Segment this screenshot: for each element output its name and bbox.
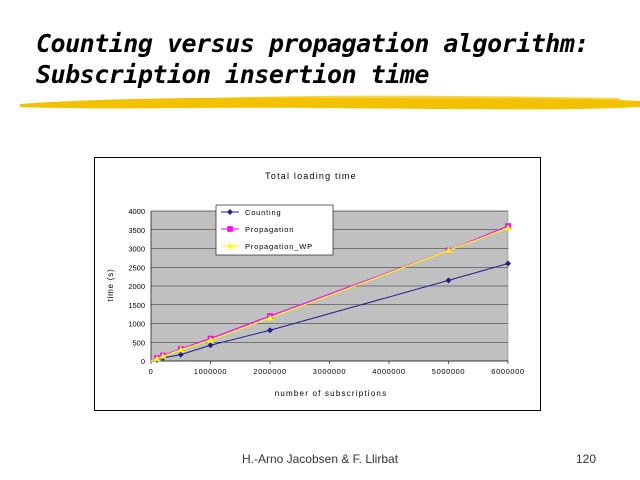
legend-marker-propagation-wp [226, 242, 234, 249]
x-tick-label: 4000000 [372, 367, 405, 376]
legend-label-propagation-wp: Propagation_WP [245, 242, 313, 251]
y-tick-label: 2500 [128, 263, 145, 272]
slide-title: Counting versus propagation algorithm: S… [36, 28, 616, 90]
propagation-wp-point [153, 355, 161, 362]
propagation-wp-point [266, 314, 274, 321]
title-underline-brush [20, 95, 640, 110]
x-tick-label: 5000000 [432, 367, 465, 376]
y-tick-label: 2000 [128, 282, 145, 291]
legend: Counting Propagation Propagation_WP [215, 204, 334, 256]
propagation-wp-point [177, 346, 185, 353]
y-tick-label: 0 [141, 357, 145, 366]
slide-title-line-1: Counting versus propagation algorithm: [36, 29, 589, 58]
x-tick-label: 1000000 [194, 367, 227, 376]
y-tick-label: 500 [132, 338, 145, 347]
counting-point [207, 342, 214, 349]
y-tick-label: 1000 [128, 320, 145, 329]
legend-box [215, 204, 334, 256]
propagation-wp-point [504, 224, 512, 231]
y-tick-label: 3500 [128, 226, 145, 235]
y-tick-label: 3000 [128, 245, 145, 254]
y-tick-label: 4000 [128, 207, 145, 216]
series-propagation-wp [150, 224, 512, 362]
counting-point [505, 260, 511, 267]
legend-label-counting: Counting [245, 208, 281, 217]
chart-title: Total loading time [265, 171, 357, 181]
x-tick-label: 3000000 [313, 367, 346, 376]
propagation-wp-point [207, 336, 214, 343]
x-tick-label: 6000000 [491, 367, 524, 376]
x-tick-label: 0 [149, 367, 154, 376]
x-axis-label: number of subscriptions [275, 389, 388, 398]
legend-label-propagation: Propagation [245, 225, 294, 234]
footer-author: H.-Arno Jacobsen & F. Llirbat [241, 452, 399, 466]
page-number: 120 [575, 452, 596, 466]
chart-container: Total loading time 0 500 1000 1500 2000 2500 3… [94, 157, 541, 411]
legend-marker-counting [227, 209, 233, 215]
counting-point [445, 277, 452, 284]
y-tick-label: 1500 [128, 301, 145, 310]
line-chart: Total loading time 0 500 1000 1500 2000 2500 3… [106, 171, 524, 398]
counting-point [177, 351, 184, 358]
propagation-wp-point [159, 352, 167, 359]
counting-point [267, 327, 273, 334]
axis-ticks: 0 500 1000 1500 2000 2500 3000 3500 4000 0 1000000… [128, 207, 524, 376]
slide-title-line-2: Subscription insertion time [36, 60, 429, 89]
series-layer [150, 223, 512, 363]
legend-marker-propagation [227, 226, 233, 232]
y-axis-label: time (s) [106, 268, 115, 301]
x-tick-label: 2000000 [253, 367, 286, 376]
propagation-wp-point [445, 246, 452, 253]
